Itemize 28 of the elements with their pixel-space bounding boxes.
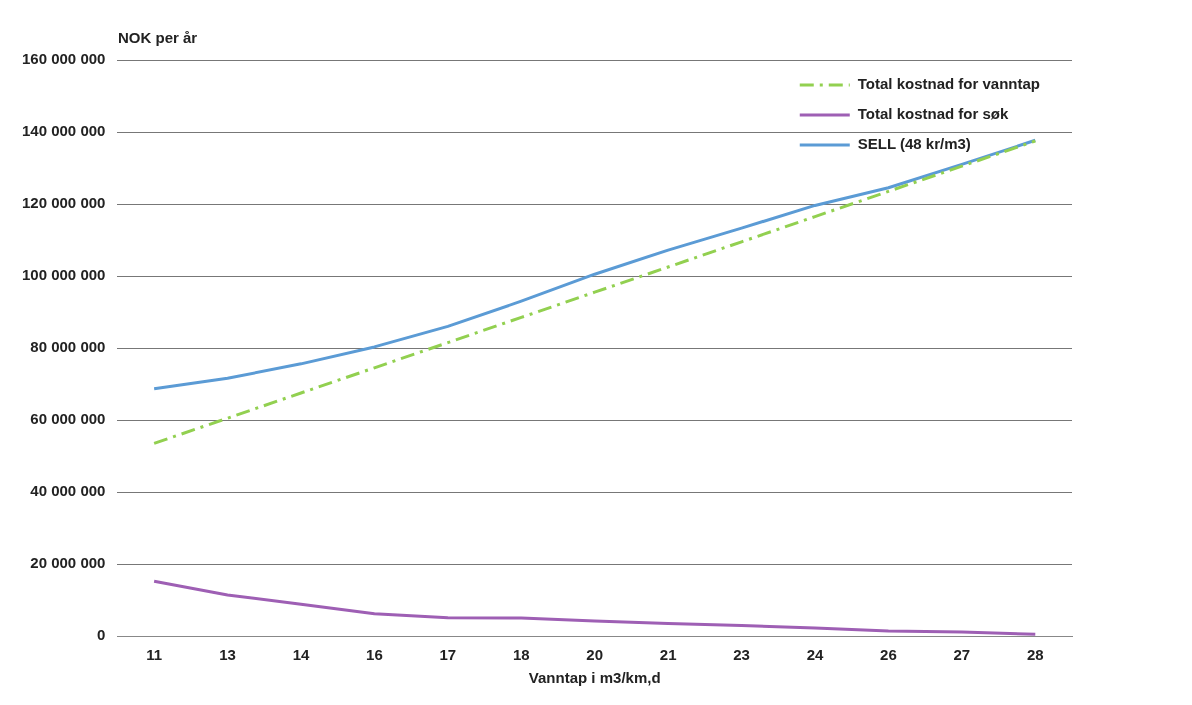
y-axis-title: NOK per år: [118, 28, 198, 46]
x-tick-label: 23: [733, 646, 750, 664]
y-tick-label: 0: [97, 626, 106, 644]
y-tick-label: 140 000 000: [21, 122, 106, 140]
x-tick-label: 27: [953, 646, 971, 664]
y-tick-label: 40 000 000: [30, 482, 106, 500]
line-series: [152, 139, 1037, 445]
x-tick-label: 21: [659, 646, 677, 664]
x-tick-label: 16: [366, 646, 383, 664]
x-tick-label: 14: [292, 646, 310, 664]
x-tick-label: 17: [439, 646, 457, 664]
x-tick-label: 28: [1026, 646, 1044, 664]
y-tick-label: 60 000 000: [30, 410, 106, 428]
y-tick-label: 80 000 000: [30, 338, 106, 356]
legend-label: SELL (48 kr/m3): [857, 135, 971, 153]
x-tick-label: 13: [219, 646, 236, 664]
x-axis-title: Vanntap i m3/km,d: [528, 669, 661, 687]
y-tick-label: 120 000 000: [21, 194, 106, 212]
x-tick-label: 20: [586, 646, 604, 664]
y-tick-label: 100 000 000: [21, 266, 106, 284]
x-tick-label: 11: [146, 646, 163, 664]
legend-label: Total kostnad for vanntap: [857, 75, 1040, 93]
y-tick-label: 20 000 000: [30, 554, 106, 572]
x-tick-label: 26: [880, 646, 897, 664]
x-tick-label: 24: [806, 646, 824, 664]
y-tick-label: 160 000 000: [21, 50, 106, 68]
x-tick-label: 18: [512, 646, 530, 664]
legend-label: Total kostnad for søk: [857, 105, 1009, 123]
